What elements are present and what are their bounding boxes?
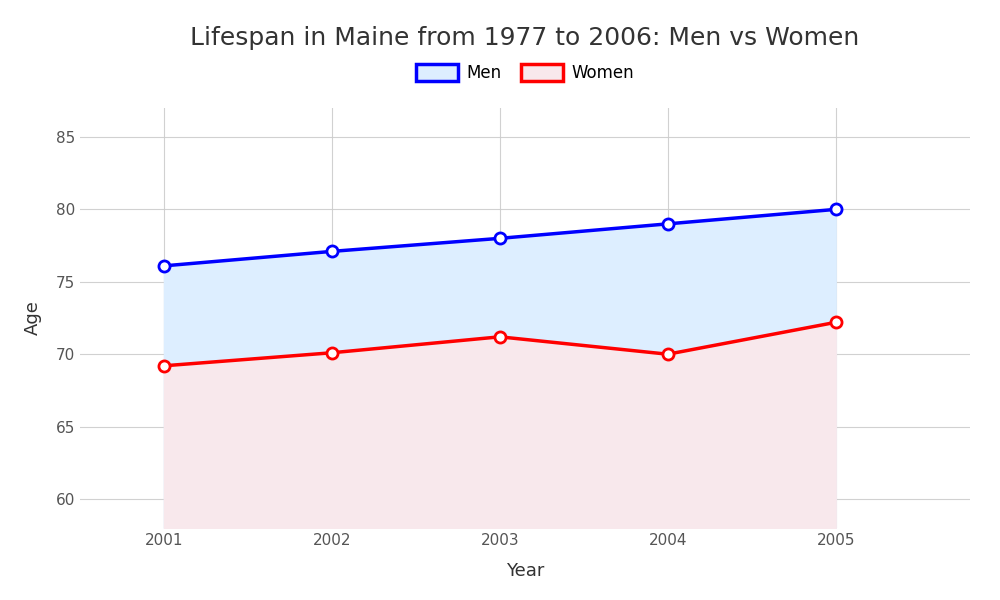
Legend: Men, Women: Men, Women <box>409 58 641 89</box>
X-axis label: Year: Year <box>506 562 544 580</box>
Title: Lifespan in Maine from 1977 to 2006: Men vs Women: Lifespan in Maine from 1977 to 2006: Men… <box>190 26 860 50</box>
Y-axis label: Age: Age <box>24 301 42 335</box>
